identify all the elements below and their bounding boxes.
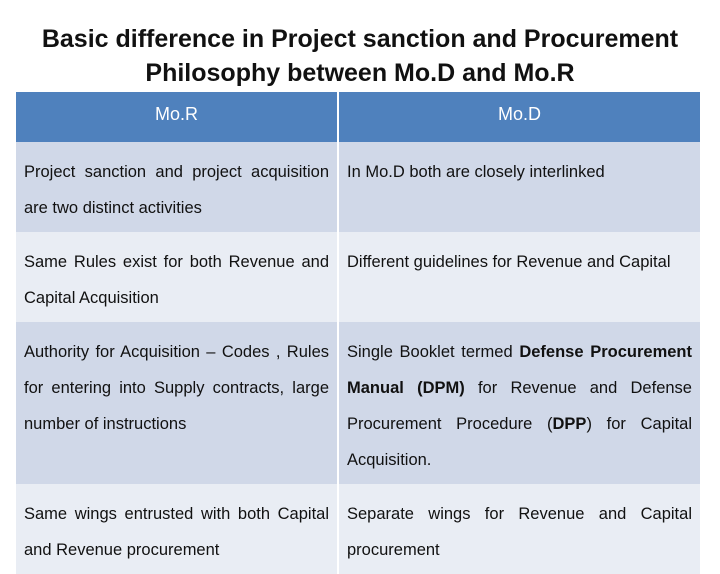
cell-mor: Same Rules exist for both Revenue and Ca… bbox=[16, 232, 339, 322]
cell-mor: Authority for Acquisition – Codes , Rule… bbox=[16, 322, 339, 484]
cell-mod-bold-dpp: DPP bbox=[552, 415, 587, 433]
table-row: Authority for Acquisition – Codes , Rule… bbox=[16, 322, 700, 484]
slide-title: Basic difference in Project sanction and… bbox=[20, 22, 700, 90]
table-row: Same wings entrusted with both Capital a… bbox=[16, 484, 700, 574]
cell-mod: In Mo.D both are closely interlinked bbox=[338, 142, 700, 232]
cell-mod: Separate wings for Revenue and Capital p… bbox=[338, 484, 700, 574]
cell-mod-bold-dpm: Defense Procurement Manual (DPM) bbox=[347, 343, 692, 397]
cell-mod: Different guidelines for Revenue and Cap… bbox=[338, 232, 700, 322]
cell-mod-text-2: for Revenue and Defense Procurement Proc… bbox=[347, 379, 692, 433]
table-header-row: Mo.R Mo.D bbox=[16, 92, 700, 142]
cell-mor: Same wings entrusted with both Capital a… bbox=[16, 484, 339, 574]
cell-mod-text-3: ) for Capital Acquisition. bbox=[347, 415, 692, 469]
header-mod: Mo.D bbox=[338, 92, 700, 142]
title-line-2: Philosophy between Mo.D and Mo.R bbox=[145, 59, 575, 87]
cell-mod-text-1: Single Booklet termed bbox=[347, 343, 520, 361]
cell-mor: Project sanction and project acquisition… bbox=[16, 142, 339, 232]
cell-mod: Single Booklet termed Defense Procuremen… bbox=[338, 322, 700, 484]
header-mor: Mo.R bbox=[16, 92, 339, 142]
table-row: Same Rules exist for both Revenue and Ca… bbox=[16, 232, 700, 322]
table-row: Project sanction and project acquisition… bbox=[16, 142, 700, 232]
comparison-table: Mo.R Mo.D Project sanction and project a… bbox=[16, 92, 700, 574]
title-line-1: Basic difference in Project sanction and… bbox=[41, 25, 679, 53]
